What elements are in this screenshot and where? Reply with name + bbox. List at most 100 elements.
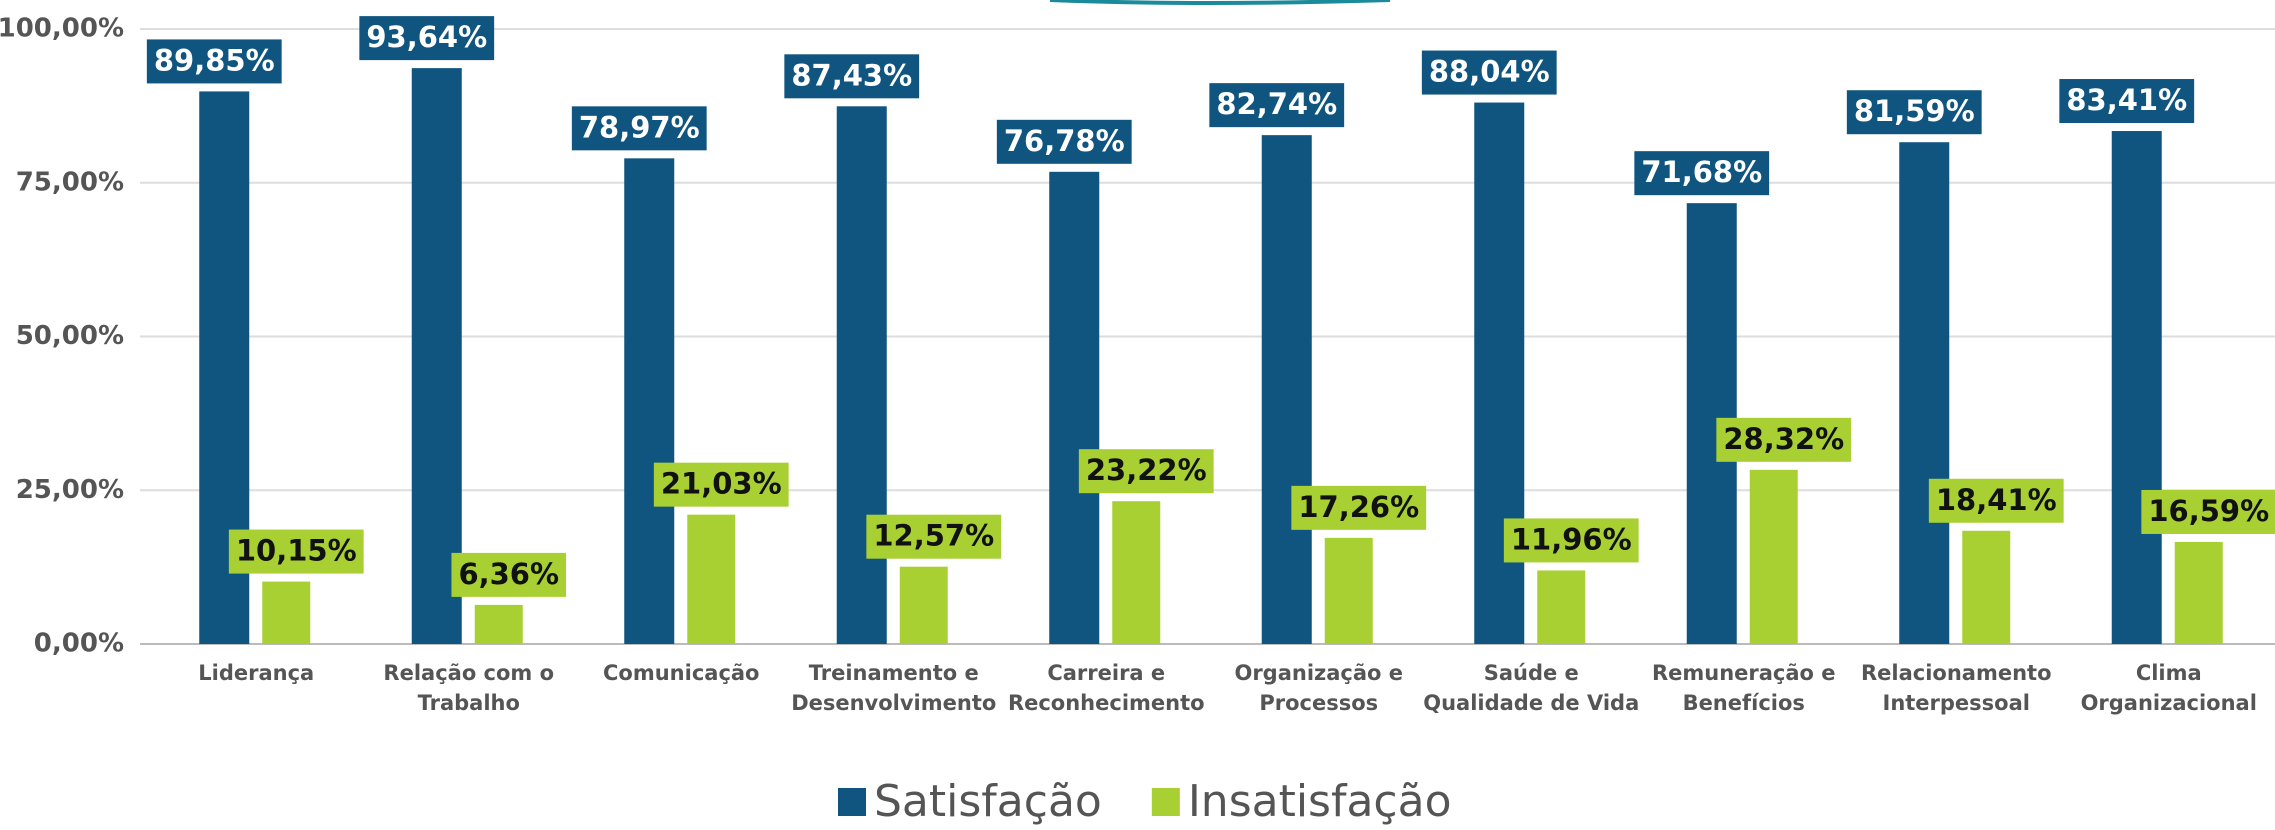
data-label: 18,41% bbox=[1936, 483, 2057, 517]
data-label: 71,68% bbox=[1641, 155, 1762, 189]
data-label-box bbox=[2141, 489, 2275, 534]
data-label-group: 71,68% bbox=[1634, 151, 1770, 196]
data-label-group: 23,22% bbox=[1078, 449, 1214, 494]
data-label-box bbox=[1846, 90, 1982, 135]
bar bbox=[1261, 135, 1312, 645]
data-label: 11,96% bbox=[1511, 522, 1632, 556]
x-tick-label-box: Carreira e Reconhecimento bbox=[1007, 661, 1205, 715]
data-label: 17,26% bbox=[1298, 490, 1419, 524]
y-tick-label: 50,00% bbox=[16, 321, 124, 351]
data-label-group: 78,97% bbox=[571, 106, 707, 151]
legend-label: Insatisfação bbox=[1188, 776, 1452, 826]
data-label-group: 17,26% bbox=[1291, 485, 1427, 530]
data-label-box bbox=[784, 54, 920, 99]
data-label-box bbox=[1634, 151, 1770, 196]
x-tick-label: Saúde e Qualidade de Vida bbox=[1423, 661, 1640, 715]
data-label-group: 18,41% bbox=[1928, 478, 2064, 523]
bar bbox=[687, 514, 736, 644]
data-label-box bbox=[1503, 518, 1639, 563]
data-label: 23,22% bbox=[1086, 453, 1207, 487]
x-tick-label: Organização e Processos bbox=[1234, 661, 1404, 715]
bar bbox=[1324, 537, 1373, 644]
y-tick-label: 100,00% bbox=[0, 14, 124, 44]
legend-swatch bbox=[1151, 788, 1180, 816]
data-label: 21,03% bbox=[661, 467, 782, 501]
data-label-group: 88,04% bbox=[1421, 50, 1557, 95]
data-label: 87,43% bbox=[791, 58, 912, 92]
x-tick-label-box: Relação com o Trabalho bbox=[383, 661, 555, 715]
data-label-box bbox=[146, 39, 282, 84]
data-label: 93,64% bbox=[366, 20, 487, 54]
bar bbox=[1749, 469, 1798, 644]
x-tick-label: Relacionamento Interpessoal bbox=[1860, 661, 2052, 715]
data-label: 16,59% bbox=[2148, 494, 2269, 528]
bar bbox=[1474, 102, 1525, 644]
data-label: 78,97% bbox=[579, 110, 700, 144]
x-tick-label: Liderança bbox=[198, 661, 315, 685]
data-label-group: 82,74% bbox=[1209, 83, 1345, 128]
data-label-box bbox=[1078, 449, 1214, 494]
data-label-group: 16,59% bbox=[2141, 489, 2275, 534]
data-label-box bbox=[1209, 83, 1345, 128]
y-tick-label: 75,00% bbox=[16, 167, 124, 197]
x-tick-label: Carreira e Reconhecimento bbox=[1007, 661, 1205, 715]
data-label-group: 87,43% bbox=[784, 54, 920, 99]
data-label-box bbox=[1716, 417, 1852, 462]
bar bbox=[262, 581, 311, 644]
x-tick-label-box: Clima Organizacional bbox=[2081, 661, 2257, 715]
bar bbox=[1899, 142, 1950, 644]
legend-label: Satisfação bbox=[874, 776, 1102, 826]
x-tick-label-box: Comunicação bbox=[603, 661, 760, 685]
data-label: 89,85% bbox=[154, 43, 275, 77]
x-tick-label: Treinamento e Desenvolvimento bbox=[791, 661, 997, 715]
data-label: 88,04% bbox=[1429, 55, 1550, 89]
data-label-box bbox=[996, 119, 1132, 164]
data-label-box bbox=[2059, 79, 2195, 124]
x-tick-label: Comunicação bbox=[603, 661, 760, 685]
bar bbox=[836, 106, 887, 645]
data-label-group: 83,41% bbox=[2059, 79, 2195, 124]
data-label: 28,32% bbox=[1723, 422, 1844, 456]
data-label: 12,57% bbox=[873, 519, 994, 553]
data-label: 76,78% bbox=[1004, 124, 1125, 158]
bar bbox=[411, 68, 462, 644]
bar bbox=[624, 158, 675, 644]
bar bbox=[2111, 131, 2162, 644]
data-label-box bbox=[451, 552, 567, 597]
data-label-group: 6,36% bbox=[451, 552, 567, 597]
bar bbox=[474, 604, 523, 644]
data-label-box bbox=[571, 106, 707, 151]
data-label-group: 10,15% bbox=[228, 529, 364, 574]
data-label: 6,36% bbox=[458, 557, 559, 591]
data-label-box bbox=[653, 462, 789, 507]
bar bbox=[1962, 530, 2011, 644]
data-label-box bbox=[359, 16, 495, 61]
data-label: 10,15% bbox=[236, 534, 357, 568]
data-label-box bbox=[1928, 478, 2064, 523]
bar bbox=[1049, 171, 1100, 645]
y-tick-label: 0,00% bbox=[34, 629, 124, 659]
data-label-box bbox=[866, 514, 1002, 559]
data-label-group: 28,32% bbox=[1716, 417, 1852, 462]
data-label-box bbox=[1421, 50, 1557, 95]
data-label-box bbox=[1291, 485, 1427, 530]
x-tick-label-box: Organização e Processos bbox=[1234, 661, 1404, 715]
data-label-group: 21,03% bbox=[653, 462, 789, 507]
data-label-group: 81,59% bbox=[1846, 90, 1982, 135]
x-tick-label: Remuneração e Benefícios bbox=[1651, 661, 1836, 715]
data-label-group: 76,78% bbox=[996, 119, 1132, 164]
x-tick-label-box: Remuneração e Benefícios bbox=[1651, 661, 1836, 715]
data-label-box bbox=[228, 529, 364, 574]
y-tick-label: 25,00% bbox=[16, 475, 124, 505]
data-label: 82,74% bbox=[1216, 87, 1337, 121]
data-label-group: 11,96% bbox=[1503, 518, 1639, 563]
x-tick-label-box: Saúde e Qualidade de Vida bbox=[1423, 661, 1640, 715]
bar bbox=[1537, 570, 1586, 644]
data-label-group: 89,85% bbox=[146, 39, 282, 84]
bar bbox=[899, 566, 948, 644]
bar bbox=[2174, 541, 2223, 644]
x-tick-label: Relação com o Trabalho bbox=[383, 661, 555, 715]
x-tick-label-box: Liderança bbox=[198, 661, 315, 685]
x-tick-label-box: Treinamento e Desenvolvimento bbox=[791, 661, 997, 715]
